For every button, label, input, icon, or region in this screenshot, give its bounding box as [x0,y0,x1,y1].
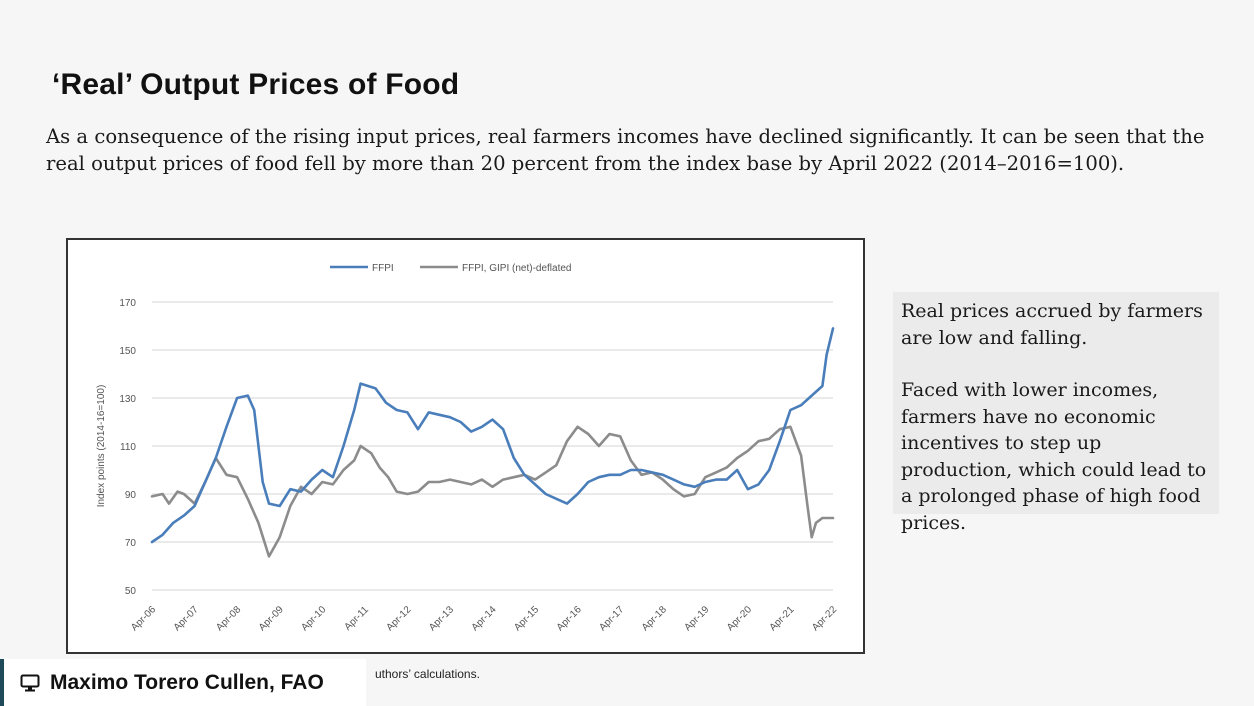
x-tick-label: Apr-15 [512,604,541,633]
x-tick-label: Apr-11 [342,604,371,633]
x-tick-label: Apr-07 [172,604,201,633]
slide-title: ‘Real’ Output Prices of Food [52,68,460,101]
x-tick-label: Apr-20 [725,604,754,633]
presenter-label: Maximo Torero Cullen, FAO [0,659,366,706]
slide-body-text: As a consequence of the rising input pri… [46,125,1205,175]
y-tick-label: 50 [125,586,137,597]
x-tick-label: Apr-13 [427,604,456,633]
x-tick-label: Apr-18 [640,604,669,633]
chart-frame: 50 70 90 110 130 150 170 Index points (2014-16=… [66,238,865,654]
logo-fragment [40,0,190,8]
y-axis-label: Index points (2014-16=100) [96,385,107,508]
presenter-name: Maximo Torero Cullen, FAO [50,670,324,694]
x-tick-label: Apr-16 [555,604,584,633]
x-tick-label: Apr-10 [299,604,328,633]
y-tick-label: 70 [125,538,137,549]
source-note: uthors’ calculations. [375,667,480,681]
x-tick-label: Apr-22 [810,604,839,633]
x-tick-label: Apr-12 [384,604,413,633]
series-line-ffpi [150,327,835,544]
x-tick-label: Apr-17 [597,604,626,633]
x-tick-label: Apr-06 [129,604,158,633]
y-tick-label: 150 [119,346,136,357]
side-text-box: Real prices accrued by farmers are low a… [893,292,1219,534]
x-tick-label: Apr-08 [214,604,243,633]
legend-label: FFPI, GIPI (net)-deflated [462,263,571,274]
legend-label: FFPI [372,263,394,274]
x-tick-label: Apr-14 [470,604,499,633]
series-line-deflated [150,425,835,558]
y-tick-label: 110 [120,442,136,453]
y-tick-label: 130 [119,394,136,405]
side-paragraph-2: Faced with lower incomes, farmers have n… [901,379,1207,534]
x-tick-label: Apr-19 [682,604,711,633]
y-tick-label: 170 [119,298,136,309]
line-chart: 50 70 90 110 130 150 170 Index points (2014-16=… [96,263,839,633]
monitor-icon [20,674,40,691]
side-paragraph-1: Real prices accrued by farmers are low a… [901,300,1203,349]
y-tick-label: 90 [125,490,137,501]
x-tick-label: Apr-21 [768,604,797,633]
x-tick-label: Apr-09 [257,604,286,633]
